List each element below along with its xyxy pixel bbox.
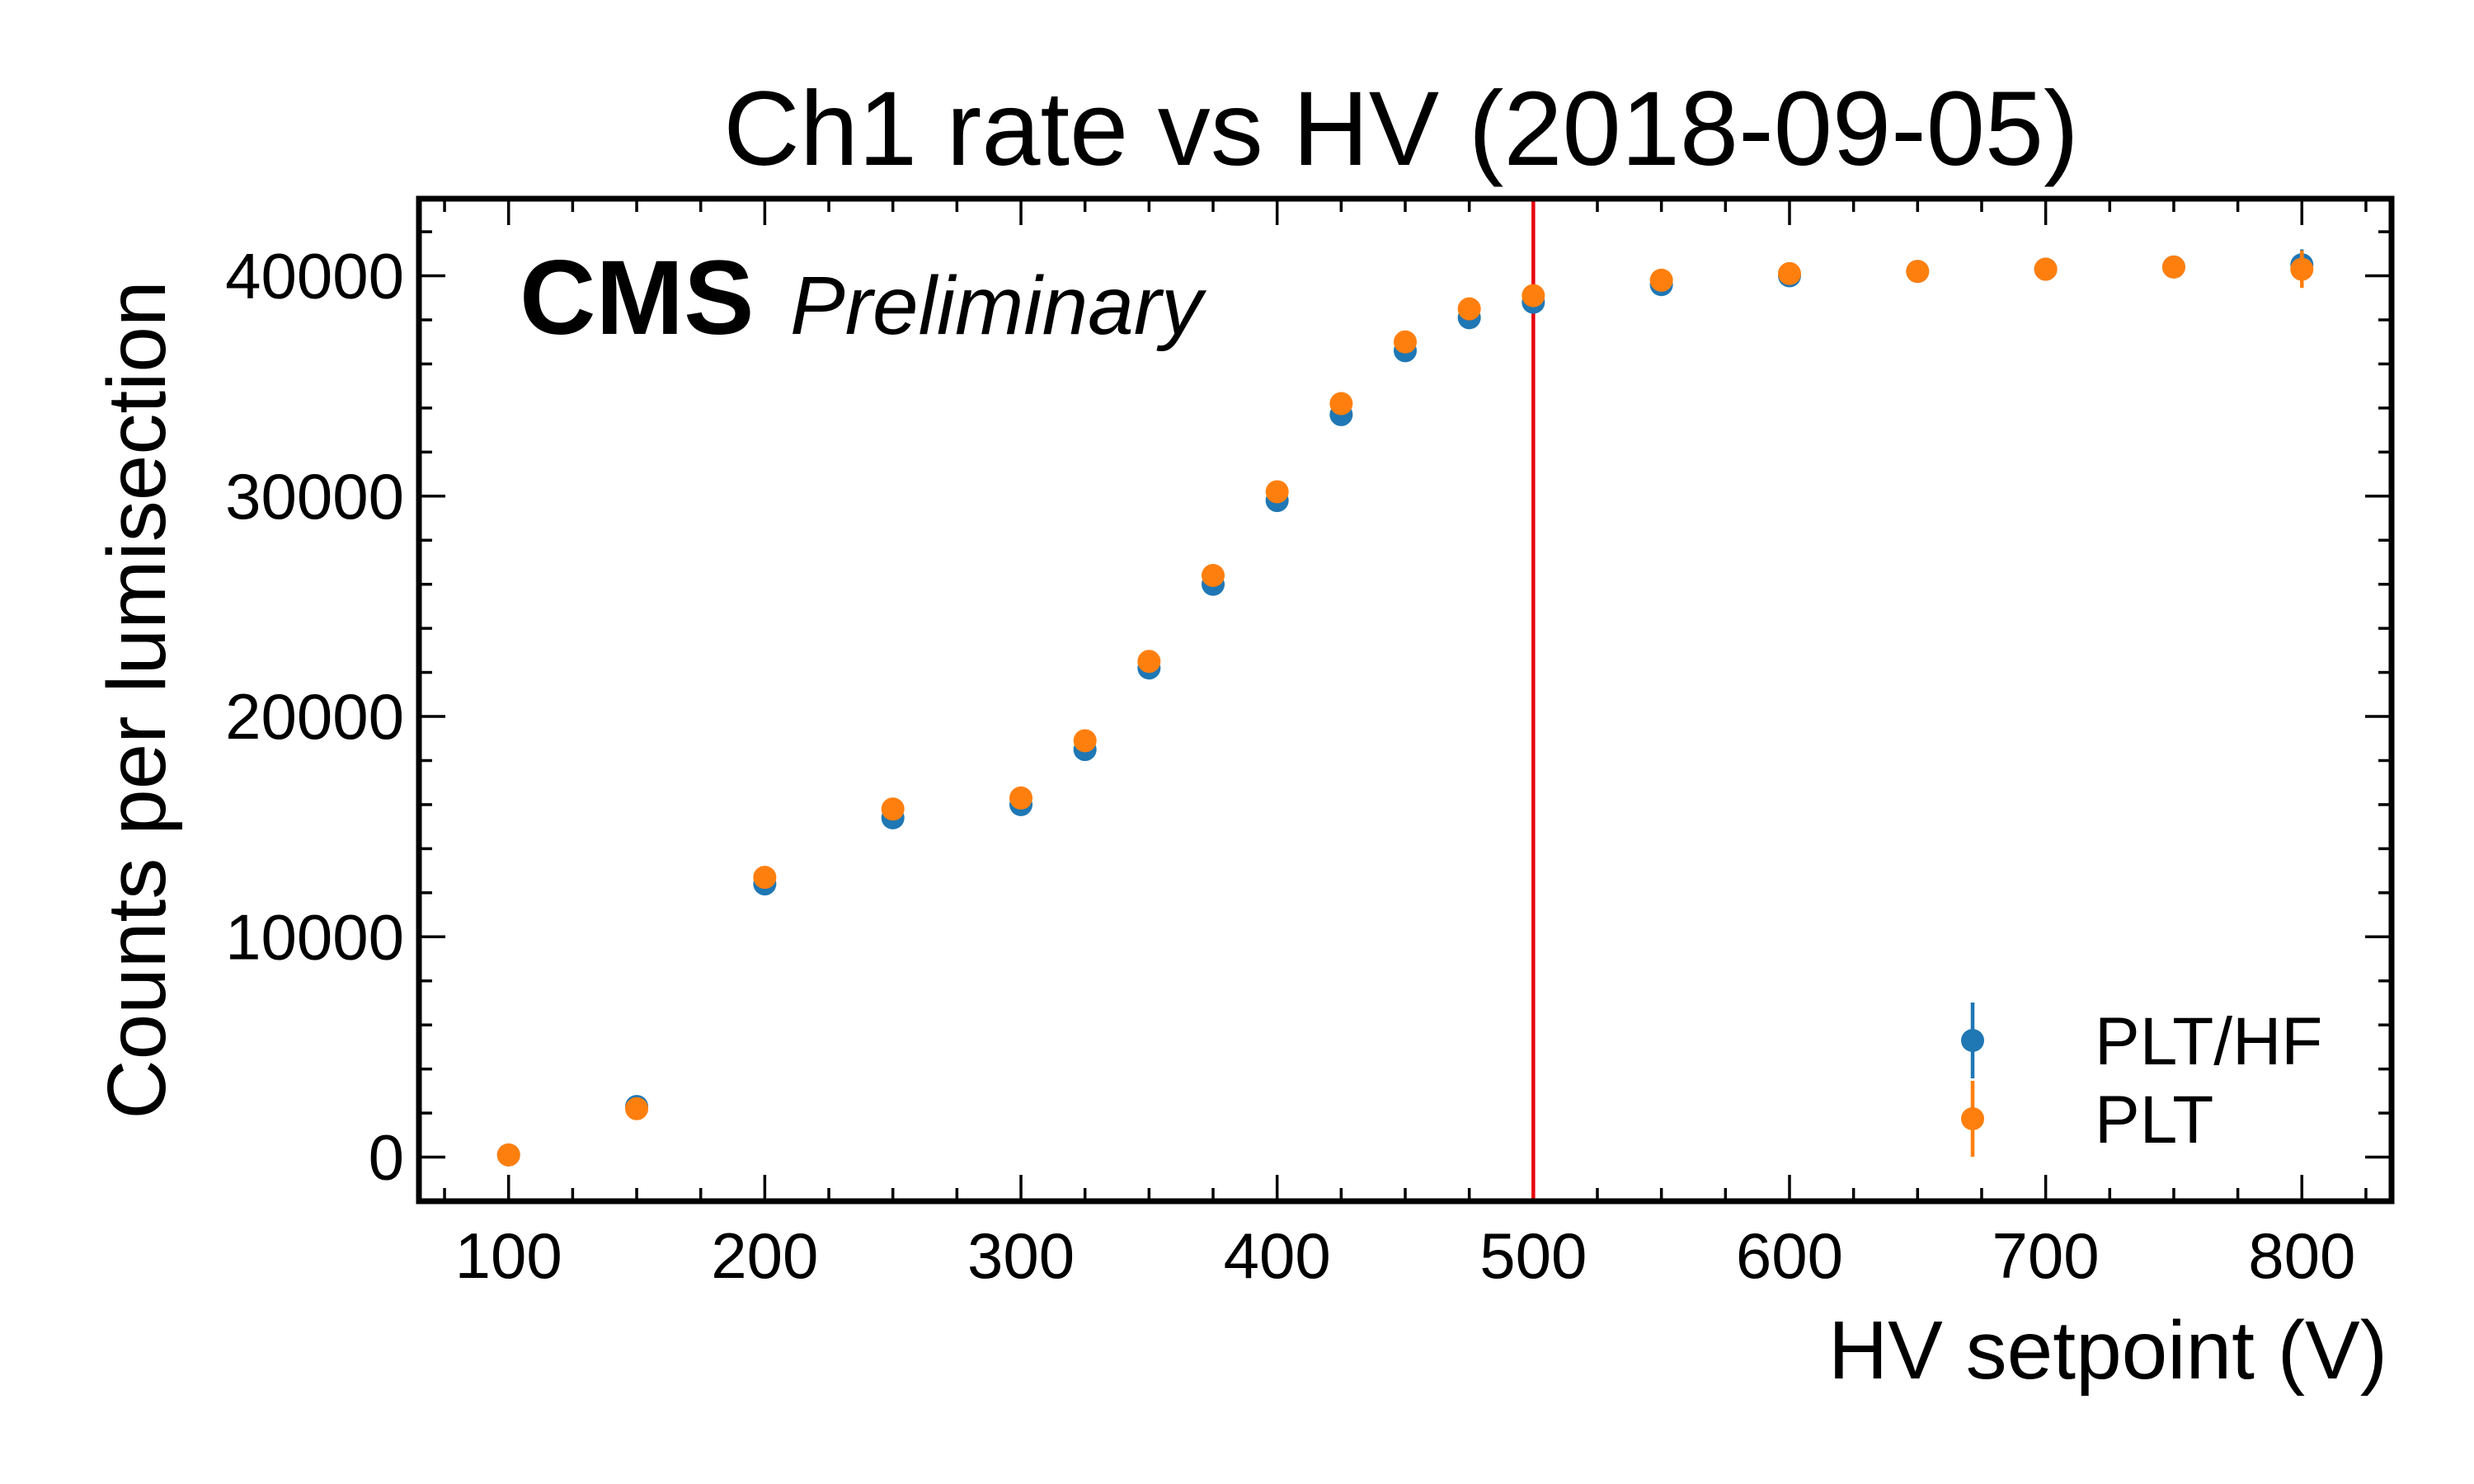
- series-plt-hf: [496, 249, 2314, 1167]
- legend-marker: [1961, 1107, 1984, 1130]
- data-point: [1457, 297, 1481, 321]
- data-point: [1265, 480, 1289, 504]
- x-tick-label: 200: [711, 1219, 818, 1292]
- axis-ticks: 100 200 300 400 500 600 700 800 0 10000 20000 30000…: [225, 199, 2392, 1292]
- data-point: [1137, 650, 1161, 674]
- x-tick-label: 300: [967, 1219, 1075, 1292]
- data-point: [2161, 255, 2185, 279]
- data-point: [1906, 260, 1930, 284]
- y-tick-label: 10000: [225, 900, 404, 973]
- x-axis-label: HV setpoint (V): [1828, 1304, 2387, 1397]
- data-point: [1394, 330, 1417, 354]
- data-point: [753, 866, 777, 890]
- preliminary-label: Preliminary: [790, 260, 1207, 352]
- x-tick-label: 700: [1992, 1219, 2100, 1292]
- data-point: [2290, 257, 2314, 281]
- legend-label: PLT/HF: [2095, 1004, 2322, 1079]
- x-tick-label: 100: [455, 1219, 562, 1292]
- data-point: [1202, 564, 1225, 588]
- plot-frame: [416, 195, 2395, 1205]
- data-point: [1009, 786, 1033, 810]
- data-point: [625, 1097, 649, 1120]
- data-point: [1329, 392, 1353, 416]
- data-points: [496, 249, 2314, 1167]
- x-tick-label: 400: [1224, 1219, 1331, 1292]
- data-point: [1073, 729, 1097, 753]
- legend-label: PLT: [2095, 1082, 2213, 1158]
- data-point: [2034, 257, 2058, 281]
- x-tick-label: 500: [1479, 1219, 1587, 1292]
- x-tick-label: 600: [1736, 1219, 1843, 1292]
- y-tick-label: 40000: [225, 240, 404, 312]
- data-point: [1777, 261, 1801, 285]
- data-point: [1522, 284, 1545, 308]
- y-tick-label: 0: [369, 1121, 404, 1194]
- data-point: [881, 797, 905, 821]
- chart-title: Ch1 rate vs HV (2018-09-05): [723, 70, 2078, 188]
- data-point: [1649, 268, 1673, 292]
- y-tick-label: 20000: [225, 680, 404, 753]
- series-plt: [496, 250, 2314, 1167]
- cms-label: CMS: [520, 239, 754, 357]
- y-tick-label: 30000: [225, 460, 404, 533]
- data-point: [496, 1143, 520, 1167]
- x-tick-label: 800: [2248, 1219, 2355, 1292]
- y-axis-label: Counts per lumisection: [91, 280, 183, 1119]
- legend-marker: [1961, 1029, 1984, 1052]
